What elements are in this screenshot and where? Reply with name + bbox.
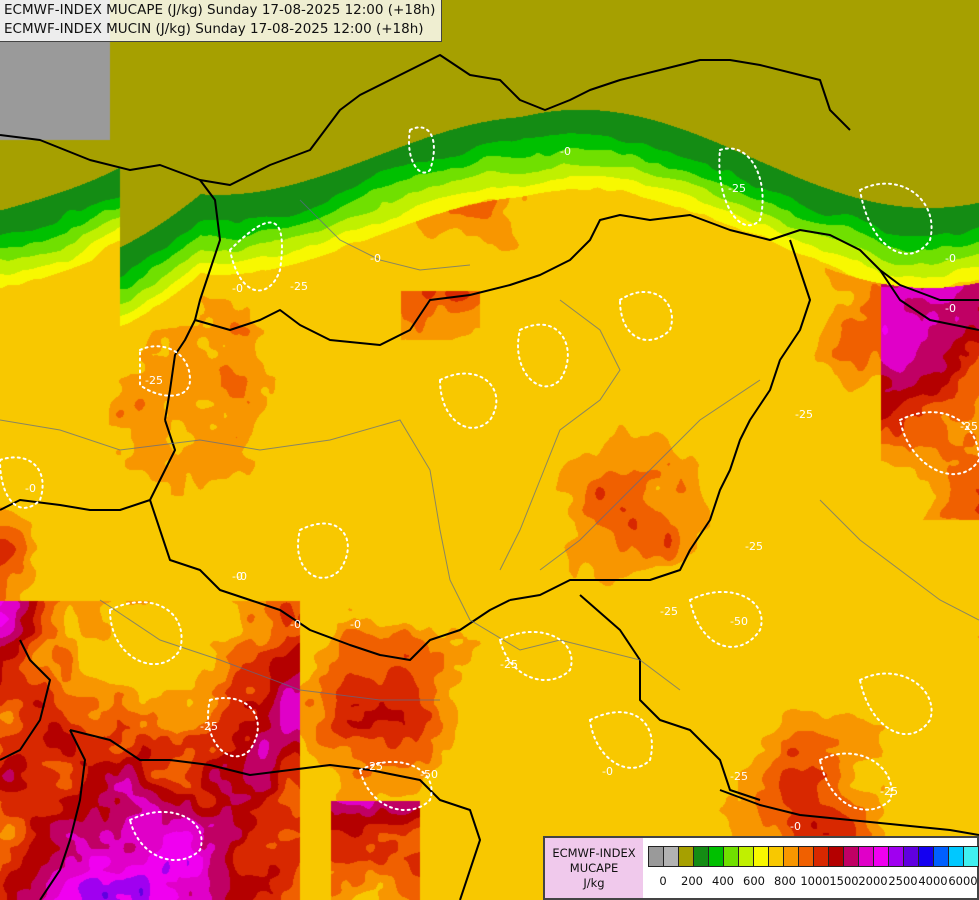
legend-swatch: [663, 846, 679, 867]
legend-tick: 2000: [858, 874, 888, 888]
legend-swatch: [693, 846, 709, 867]
legend-swatch: [723, 846, 739, 867]
legend-swatch: [648, 846, 664, 867]
legend-swatch: [948, 846, 964, 867]
legend-swatch: [888, 846, 904, 867]
legend-swatch: [903, 846, 919, 867]
legend-variable: MUCAPE: [569, 861, 619, 875]
legend-model: ECMWF-INDEX: [552, 846, 636, 860]
legend-swatch: [783, 846, 799, 867]
legend-tick: 1500: [829, 874, 859, 888]
legend-swatch: [963, 846, 979, 867]
map-title-box: ECMWF-INDEX MUCAPE (J/kg) Sunday 17-08-2…: [0, 0, 443, 42]
legend-tick: 0: [659, 874, 667, 888]
legend-unit: J/kg: [583, 876, 605, 890]
legend-tick: 400: [712, 874, 734, 888]
legend-swatch: [828, 846, 844, 867]
legend-swatch: [708, 846, 724, 867]
legend-swatch: [813, 846, 829, 867]
legend-tick: 6000: [948, 874, 978, 888]
legend-tick: 4000: [918, 874, 948, 888]
mucape-title: ECMWF-INDEX MUCAPE (J/kg) Sunday 17-08-2…: [4, 2, 436, 18]
legend-tick: 1000: [800, 874, 830, 888]
legend-swatch: [918, 846, 934, 867]
legend-tick: 600: [743, 874, 765, 888]
legend-swatch: [798, 846, 814, 867]
legend-tick-labels: 0 200 400 600 800 1000 1500 2000 2500 4000 6000: [645, 874, 978, 890]
legend-name-block: ECMWF-INDEX MUCAPE J/kg: [545, 838, 643, 898]
legend-tick: 2500: [888, 874, 918, 888]
mucin-title: ECMWF-INDEX MUCIN (J/kg) Sunday 17-08-20…: [4, 21, 424, 37]
legend-swatch: [858, 846, 874, 867]
legend-swatch: [738, 846, 754, 867]
legend-swatch: [753, 846, 769, 867]
legend-color-scale: [648, 846, 979, 867]
legend-swatch: [768, 846, 784, 867]
legend-swatch: [933, 846, 949, 867]
color-legend: ECMWF-INDEX MUCAPE J/kg 0 200 400 600 800 100…: [543, 836, 979, 900]
legend-tick: 800: [774, 874, 796, 888]
legend-swatch: [843, 846, 859, 867]
legend-tick: 200: [681, 874, 703, 888]
legend-swatch: [678, 846, 694, 867]
legend-swatch: [873, 846, 889, 867]
